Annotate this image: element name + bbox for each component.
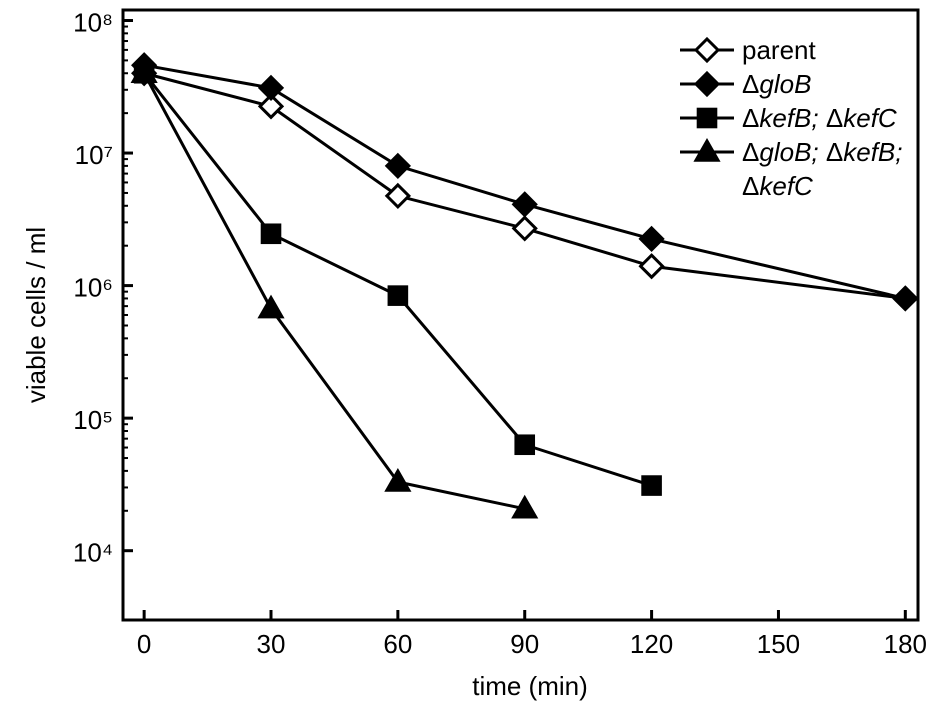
series-line — [143, 71, 906, 300]
legend-label-part: kefB — [843, 137, 895, 167]
legend-marker — [693, 70, 721, 98]
y-tick-label: 10⁵ — [73, 405, 113, 435]
marker — [892, 285, 919, 312]
legend-label-part: gloB — [759, 69, 811, 99]
legend-marker — [693, 36, 721, 64]
marker — [260, 223, 282, 245]
x-tick-label: 30 — [257, 629, 286, 659]
marker — [511, 494, 539, 519]
plot-frame — [121, 8, 920, 622]
x-tick-label: 0 — [137, 629, 151, 659]
marker — [514, 434, 536, 456]
legend-label-part: ; — [811, 103, 825, 133]
legend-label-part: kefB — [759, 103, 811, 133]
x-tick-label: 150 — [757, 629, 800, 659]
legend-label: ΔkefB; ΔkefC — [742, 103, 897, 133]
marker — [511, 191, 538, 218]
series-line — [142, 72, 526, 511]
marker — [257, 74, 285, 102]
legend-label-part: Δ — [826, 137, 843, 167]
marker — [384, 182, 411, 210]
legend-marker — [693, 137, 721, 162]
x-axis-label: time (min) — [472, 671, 588, 701]
marker — [257, 93, 285, 120]
y-tick-label: 10⁷ — [75, 140, 113, 170]
marker — [638, 225, 665, 253]
marker — [130, 59, 158, 83]
legend-label-part: ; — [895, 137, 909, 167]
marker — [511, 215, 538, 242]
y-tick-label: 10⁸ — [73, 7, 113, 37]
y-axis-label: viable cells / ml — [21, 227, 51, 403]
series-line — [143, 63, 906, 300]
legend-label-part: ; — [811, 137, 825, 167]
legend-label: ΔgloB — [742, 69, 811, 99]
legend-label-part: kefC — [759, 171, 813, 201]
x-tick-label: 90 — [510, 629, 539, 659]
x-tick-label: 180 — [884, 629, 927, 659]
legend-label-part: Δ — [826, 103, 843, 133]
x-tick-label: 120 — [630, 629, 673, 659]
y-tick-label: 10⁶ — [73, 272, 113, 302]
marker — [641, 475, 662, 496]
legend-label-part: kefC — [843, 103, 897, 133]
marker — [387, 285, 409, 306]
marker — [384, 152, 411, 180]
legend-label-part: parent — [742, 35, 816, 65]
marker — [257, 294, 285, 319]
legend-label: parent — [742, 35, 816, 65]
x-tick-label: 60 — [383, 629, 412, 659]
series-line — [142, 72, 653, 487]
legend-label: ΔgloB; ΔkefB; ΔkefC — [742, 137, 910, 201]
legend-marker — [696, 107, 718, 129]
legend-label-part: Δ — [742, 137, 759, 167]
legend-label-part: Δ — [742, 69, 759, 99]
marker — [384, 467, 412, 492]
y-tick-label: 10⁴ — [73, 538, 113, 568]
legend-label-part: gloB — [759, 137, 811, 167]
marker — [638, 253, 665, 280]
legend-label-part: Δ — [742, 103, 759, 133]
legend-label-part: Δ — [742, 171, 759, 201]
